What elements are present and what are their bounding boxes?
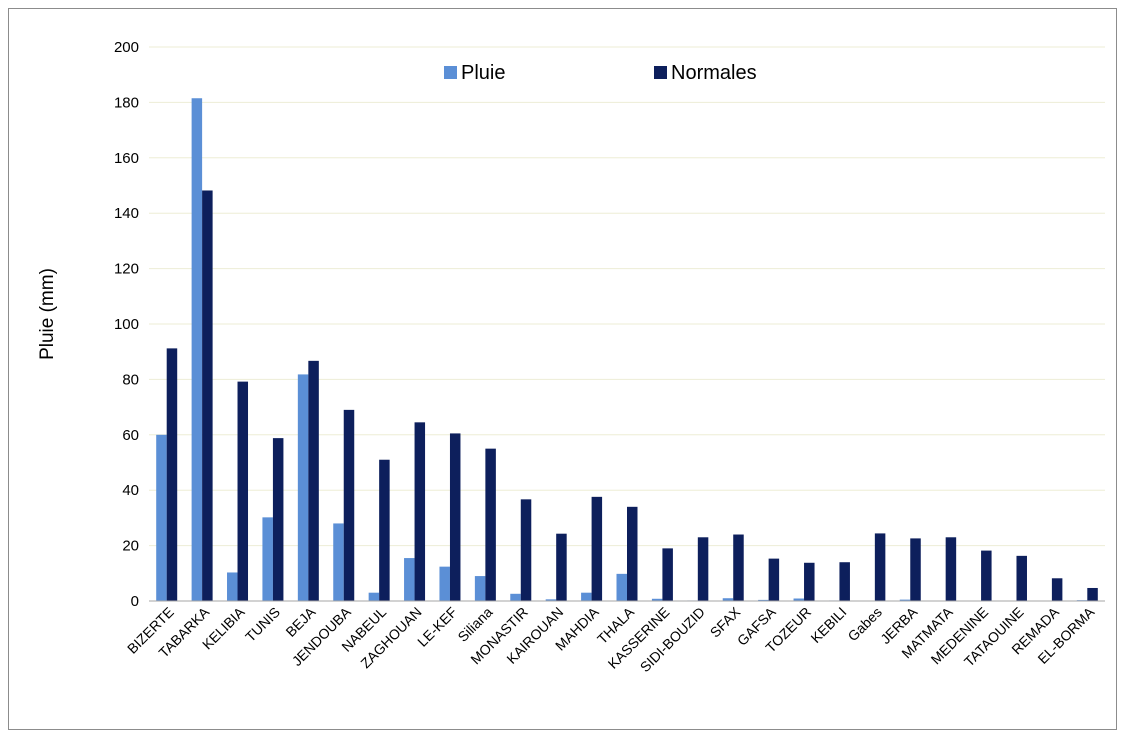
bar-pluie-gafsa xyxy=(758,599,769,601)
x-tick-label: LE-KEF xyxy=(414,604,460,650)
bar-normales-nabeul xyxy=(379,459,390,601)
bar-pluie-thala xyxy=(616,573,627,601)
bar-normales-gafsa xyxy=(768,558,780,601)
bar-normales-kebili xyxy=(839,562,850,601)
bar-normales-thala xyxy=(627,506,638,601)
bar-normales-sidi-bouzid xyxy=(697,537,709,601)
bar-pluie-kairouan xyxy=(545,599,557,601)
legend-label-pluie: Pluie xyxy=(461,62,505,84)
bar-pluie-tabarka xyxy=(191,98,203,602)
legend: Pluie Normales xyxy=(444,62,757,84)
bar-pluie-beja xyxy=(297,374,309,601)
bar-pluie-zaghouan xyxy=(404,558,415,601)
bars xyxy=(156,98,1098,602)
bar-chart: 0 20 40 60 80 100 120 140 160 180 200 BIZERTETABAR… xyxy=(37,39,1105,675)
x-tick-label: TUNIS xyxy=(242,604,283,645)
bar-normales-mahdia xyxy=(591,496,603,601)
y-tick-label: 200 xyxy=(114,39,139,56)
bar-pluie-jendouba xyxy=(333,523,344,601)
y-tick-label: 140 xyxy=(114,205,139,222)
legend-label-normales: Normales xyxy=(671,62,757,84)
bar-normales-medenine xyxy=(981,550,992,601)
bar-pluie-tozeur xyxy=(793,598,805,601)
bar-normales-kelibia xyxy=(237,381,249,601)
bar-normales-jerba xyxy=(910,538,921,601)
y-tick-label: 40 xyxy=(122,482,139,499)
chart-frame: 0 20 40 60 80 100 120 140 160 180 200 BIZERTE TABAR… xyxy=(8,8,1117,730)
legend-swatch-normales xyxy=(654,66,667,79)
bar-normales-beja xyxy=(308,360,319,601)
bar-normales-siliana xyxy=(485,448,496,601)
bar-pluie-jerba xyxy=(899,599,911,601)
bar-pluie-mahdia xyxy=(581,592,592,601)
x-tick-label: KEBILI xyxy=(807,604,849,646)
bar-pluie-tunis xyxy=(262,517,273,601)
y-tick-label: 160 xyxy=(114,150,139,167)
bar-normales-remada xyxy=(1051,578,1063,601)
y-tick-label: 60 xyxy=(122,427,139,444)
bar-normales-tabarka xyxy=(202,190,213,601)
y-tick-label: 0 xyxy=(131,593,139,610)
y-axis-label: Pluie (mm) xyxy=(37,268,58,360)
bar-normales-tunis xyxy=(272,438,284,601)
y-tick-label: 120 xyxy=(114,261,139,278)
y-tick-label: 80 xyxy=(122,371,139,388)
bar-normales-tozeur xyxy=(804,562,815,601)
bar-pluie-le-kef xyxy=(439,566,450,601)
bar-normales-matmata xyxy=(945,537,957,601)
bar-normales-tataouine xyxy=(1016,555,1027,601)
bar-normales-gabes xyxy=(874,533,886,601)
bar-normales-bizerte xyxy=(166,348,178,601)
bar-pluie-nabeul xyxy=(368,592,380,601)
bar-normales-sfax xyxy=(733,534,744,601)
bar-normales-zaghouan xyxy=(414,422,426,601)
bar-normales-le-kef xyxy=(449,433,461,601)
bar-pluie-kasserine xyxy=(651,598,663,601)
bar-pluie-bizerte xyxy=(156,434,167,601)
bar-normales-kairouan xyxy=(556,533,567,601)
bar-pluie-sfax xyxy=(722,598,734,601)
gridlines xyxy=(149,46,1105,547)
bar-normales-el-borma xyxy=(1087,587,1098,601)
y-tick-label: 100 xyxy=(114,316,139,333)
legend-swatch-pluie xyxy=(444,66,457,79)
bar-normales-kasserine xyxy=(662,548,673,601)
bar-pluie-monastir xyxy=(510,593,521,601)
y-tick-label: 20 xyxy=(122,538,139,555)
bar-normales-jendouba xyxy=(343,409,355,601)
y-tick-labels: 0 20 40 60 80 100 120 140 160 180 200 xyxy=(114,39,139,610)
bar-normales-monastir xyxy=(520,499,532,601)
bar-pluie-kelibia xyxy=(227,572,238,601)
bar-pluie-siliana xyxy=(474,576,486,601)
y-tick-label: 180 xyxy=(114,94,139,111)
